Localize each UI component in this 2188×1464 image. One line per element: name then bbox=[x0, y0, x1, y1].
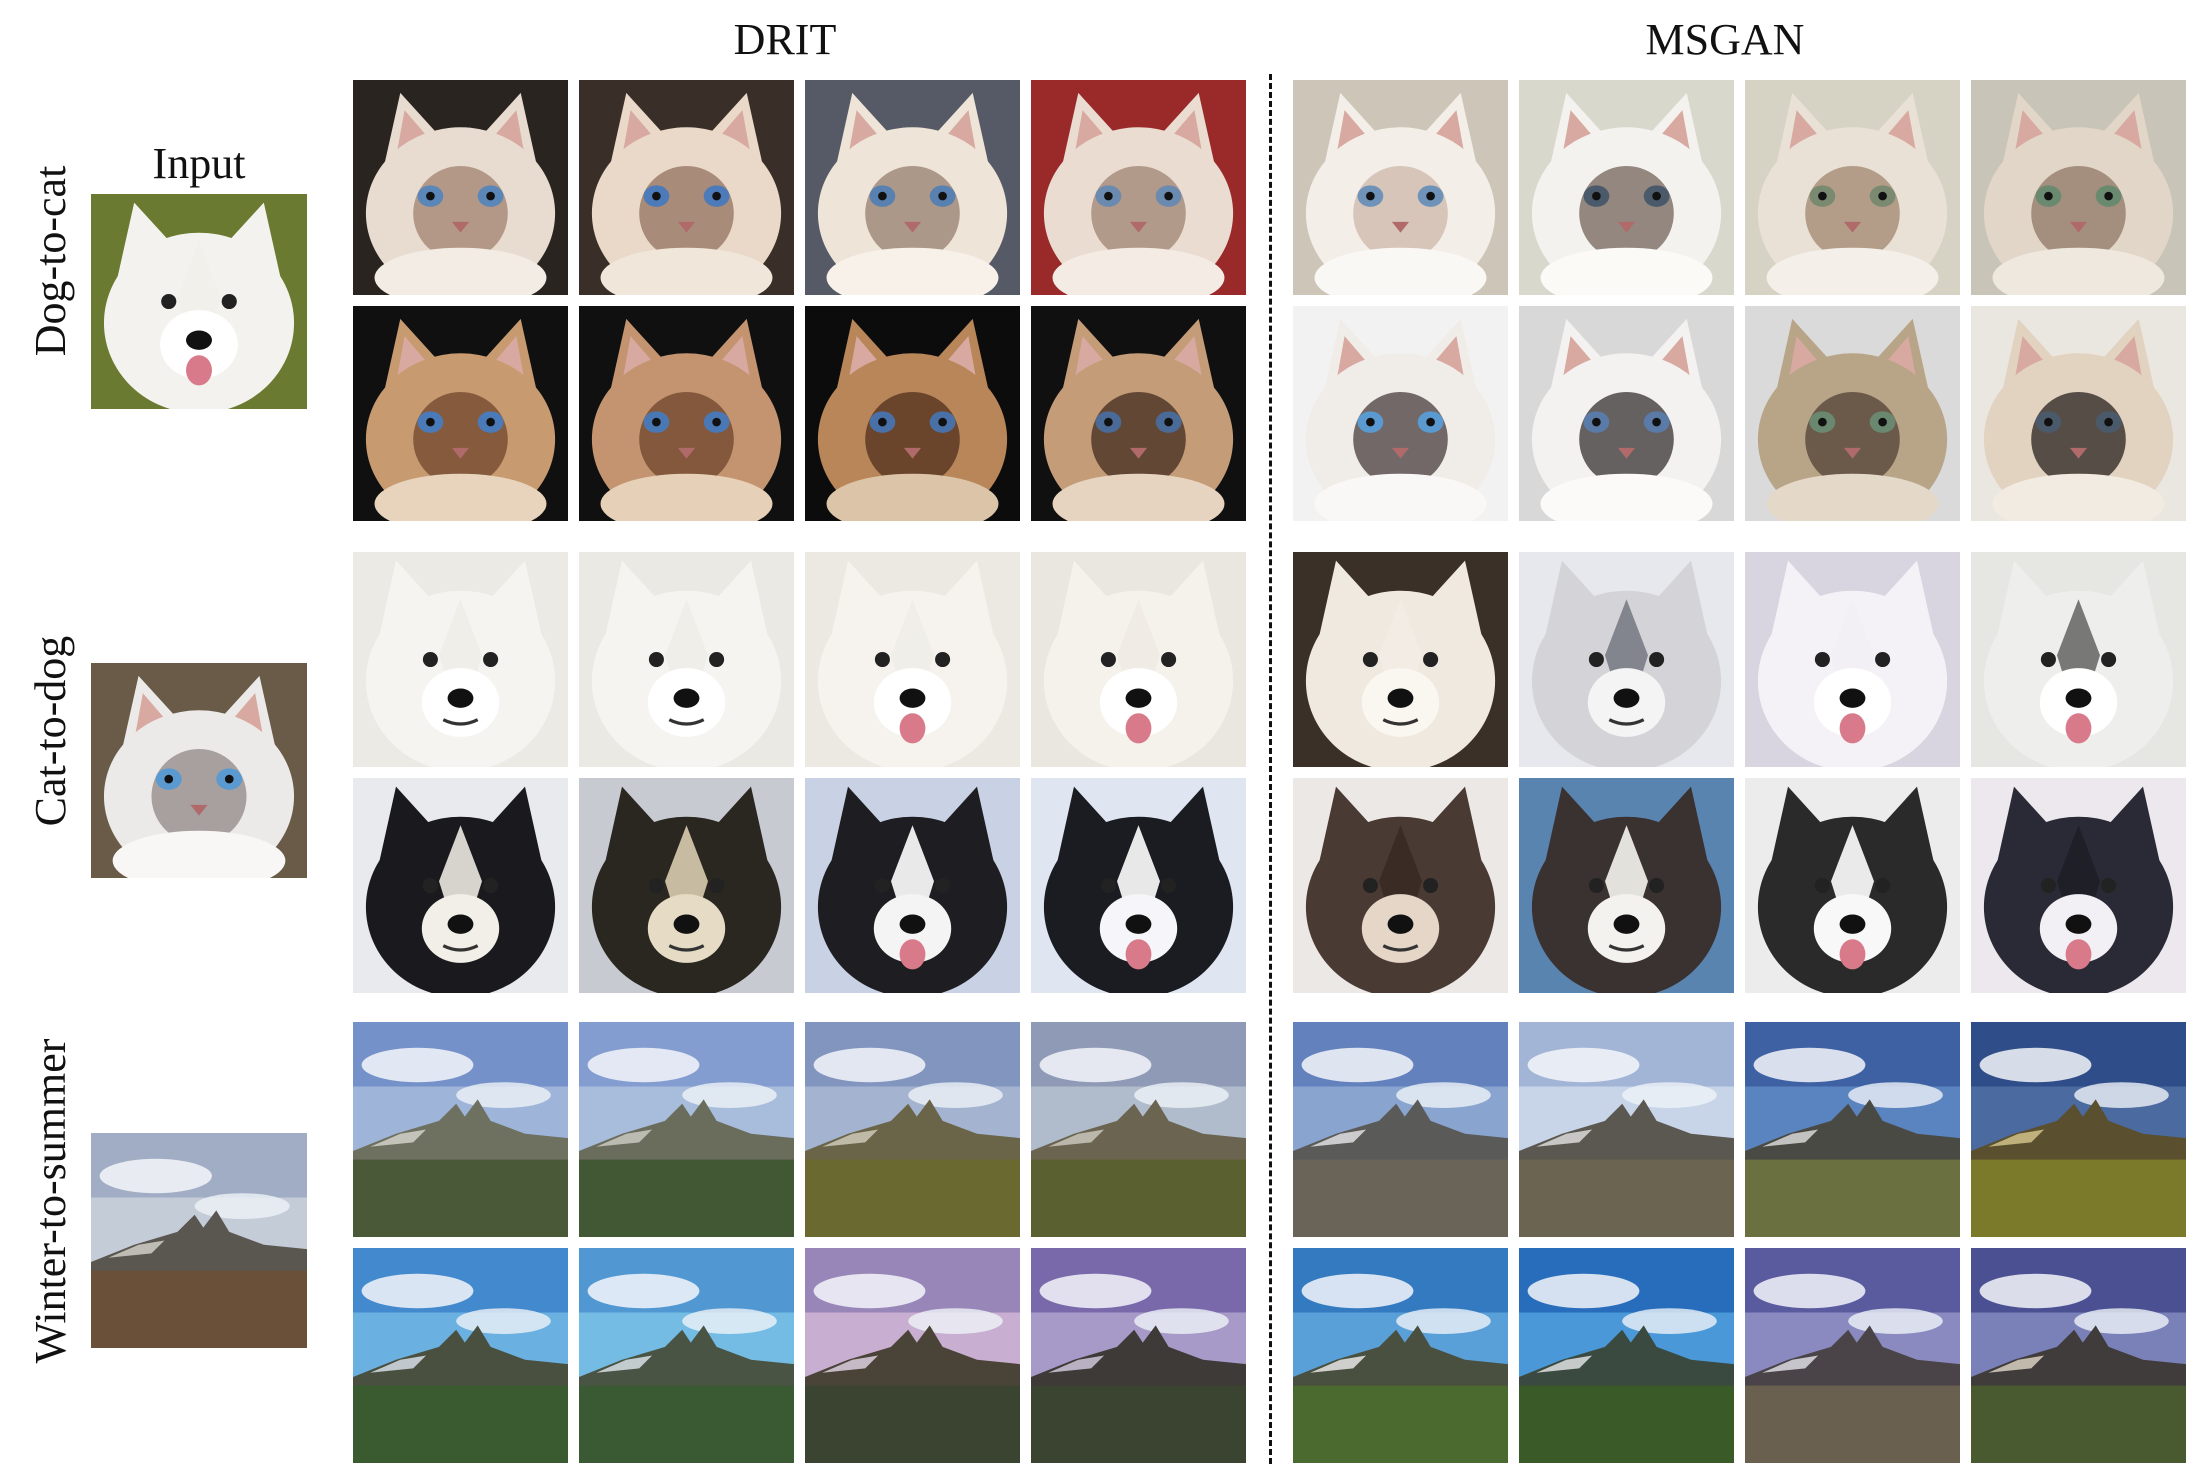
drit-dog-to-cat-output-2-3 bbox=[805, 306, 1020, 521]
msgan-dog-to-cat-output-1-1 bbox=[1293, 80, 1508, 295]
drit-winter-to-summer-output-2-3 bbox=[805, 1248, 1020, 1463]
drit-winter-to-summer-output-1-2 bbox=[579, 1022, 794, 1237]
drit-winter-to-summer-output-1-4 bbox=[1031, 1022, 1246, 1237]
row-label-cat-to-dog: Cat-to-dog bbox=[26, 635, 75, 827]
msgan-dog-to-cat-output-2-4 bbox=[1971, 306, 2186, 521]
drit-winter-to-summer-output-1-3 bbox=[805, 1022, 1020, 1237]
msgan-winter-to-summer-output-1-2 bbox=[1519, 1022, 1734, 1237]
drit-dog-to-cat-output-2-4 bbox=[1031, 306, 1246, 521]
method-title-msgan: MSGAN bbox=[1645, 15, 1805, 64]
row-label-dog-to-cat: Dog-to-cat bbox=[26, 165, 75, 357]
msgan-cat-to-dog-output-1-1 bbox=[1293, 552, 1508, 767]
msgan-dog-to-cat-output-2-3 bbox=[1745, 306, 1960, 521]
msgan-cat-to-dog-output-2-1 bbox=[1293, 778, 1508, 993]
msgan-winter-to-summer-output-2-1 bbox=[1293, 1248, 1508, 1463]
drit-cat-to-dog-output-2-1 bbox=[353, 778, 568, 993]
input-label: Input bbox=[152, 139, 246, 188]
drit-cat-to-dog-output-1-2 bbox=[579, 552, 794, 767]
drit-dog-to-cat-output-2-2 bbox=[579, 306, 794, 521]
msgan-dog-to-cat-output-2-1 bbox=[1293, 306, 1508, 521]
drit-cat-to-dog-output-2-3 bbox=[805, 778, 1020, 993]
input-image-cat bbox=[91, 663, 307, 878]
drit-cat-to-dog-output-1-4 bbox=[1031, 552, 1246, 767]
msgan-winter-to-summer-output-1-3 bbox=[1745, 1022, 1960, 1237]
row-label-winter-to-summer: Winter-to-summer bbox=[26, 1038, 75, 1364]
msgan-winter-to-summer-output-1-1 bbox=[1293, 1022, 1508, 1237]
drit-cat-to-dog-output-1-3 bbox=[805, 552, 1020, 767]
drit-dog-to-cat-output-2-1 bbox=[353, 306, 568, 521]
drit-winter-to-summer-output-1-1 bbox=[353, 1022, 568, 1237]
drit-dog-to-cat-output-1-1 bbox=[353, 80, 568, 295]
msgan-cat-to-dog-output-1-2 bbox=[1519, 552, 1734, 767]
input-image-dog bbox=[91, 194, 307, 409]
drit-dog-to-cat-output-1-2 bbox=[579, 80, 794, 295]
drit-dog-to-cat-output-1-4 bbox=[1031, 80, 1246, 295]
drit-winter-to-summer-output-2-1 bbox=[353, 1248, 568, 1463]
msgan-dog-to-cat-output-1-2 bbox=[1519, 80, 1734, 295]
drit-cat-to-dog-output-1-1 bbox=[353, 552, 568, 767]
msgan-cat-to-dog-output-2-3 bbox=[1745, 778, 1960, 993]
drit-cat-to-dog-output-2-4 bbox=[1031, 778, 1246, 993]
msgan-cat-to-dog-output-1-3 bbox=[1745, 552, 1960, 767]
msgan-dog-to-cat-output-1-4 bbox=[1971, 80, 2186, 295]
msgan-winter-to-summer-output-2-4 bbox=[1971, 1248, 2186, 1463]
msgan-winter-to-summer-output-2-3 bbox=[1745, 1248, 1960, 1463]
method-title-drit: DRIT bbox=[733, 15, 837, 64]
msgan-cat-to-dog-output-2-2 bbox=[1519, 778, 1734, 993]
drit-dog-to-cat-output-1-3 bbox=[805, 80, 1020, 295]
input-image-winter-mountain bbox=[91, 1133, 307, 1348]
msgan-cat-to-dog-output-1-4 bbox=[1971, 552, 2186, 767]
drit-cat-to-dog-output-2-2 bbox=[579, 778, 794, 993]
msgan-dog-to-cat-output-2-2 bbox=[1519, 306, 1734, 521]
drit-winter-to-summer-output-2-2 bbox=[579, 1248, 794, 1463]
msgan-winter-to-summer-output-2-2 bbox=[1519, 1248, 1734, 1463]
method-divider bbox=[1269, 74, 1272, 1464]
msgan-cat-to-dog-output-2-4 bbox=[1971, 778, 2186, 993]
drit-winter-to-summer-output-2-4 bbox=[1031, 1248, 1246, 1463]
msgan-winter-to-summer-output-1-4 bbox=[1971, 1022, 2186, 1237]
msgan-dog-to-cat-output-1-3 bbox=[1745, 80, 1960, 295]
